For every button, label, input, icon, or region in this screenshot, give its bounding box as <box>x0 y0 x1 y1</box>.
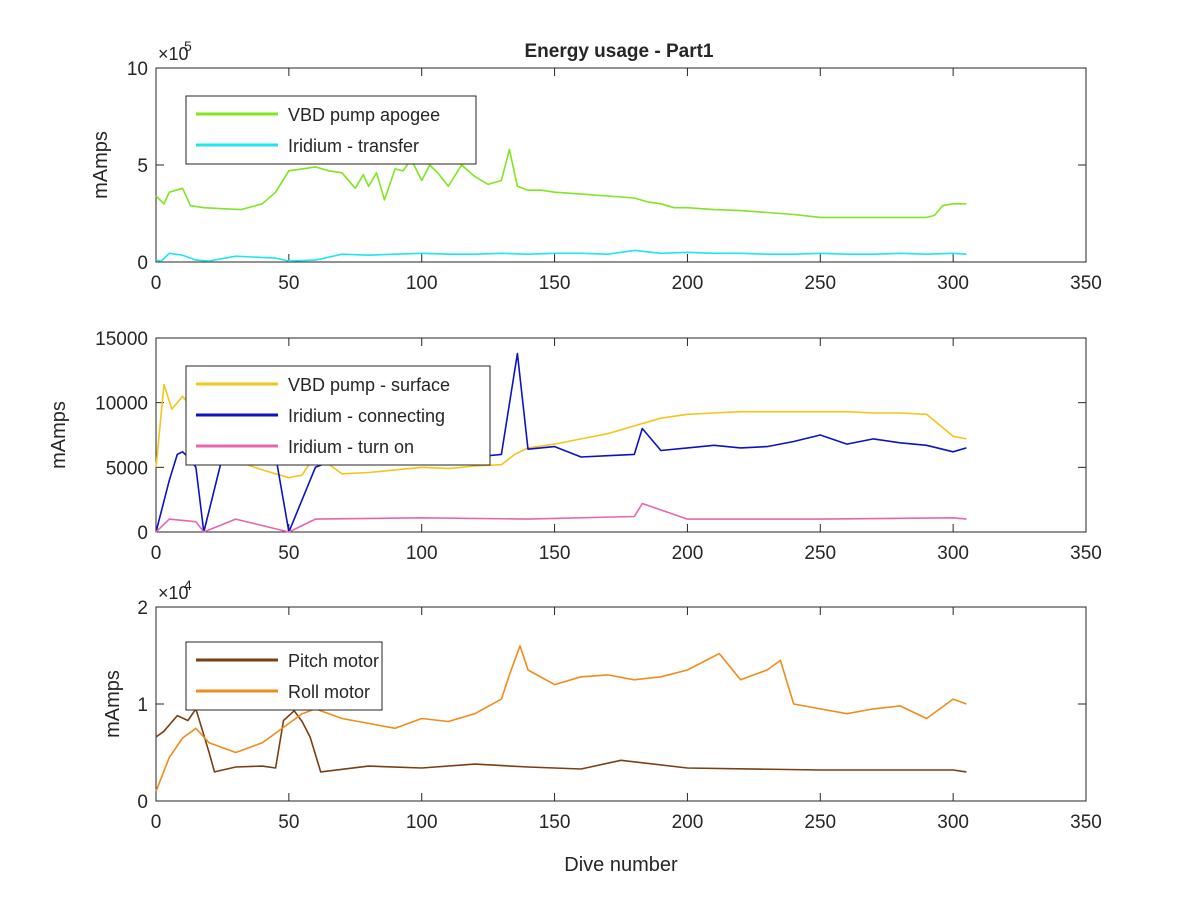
x-tick-label: 300 <box>937 543 969 564</box>
y-exponent-power: 5 <box>184 38 192 54</box>
series-line <box>155 249 967 262</box>
y-tick-label: 10 <box>127 59 148 80</box>
y-exponent-power: 4 <box>184 577 192 593</box>
x-tick-label: 350 <box>1070 543 1102 564</box>
y-tick-label: 10000 <box>95 394 148 415</box>
x-axis-label: Dive number <box>564 854 678 876</box>
x-tick-label: 250 <box>804 543 836 564</box>
y-exponent-label: ×10 <box>158 583 189 603</box>
x-tick-label: 250 <box>804 273 836 294</box>
x-tick-label: 200 <box>672 273 704 294</box>
x-tick-label: 350 <box>1070 273 1102 294</box>
legend-entry: Iridium - connecting <box>288 406 445 426</box>
y-axis-label: mAmps <box>102 670 124 738</box>
y-tick-label: 0 <box>137 253 148 274</box>
y-tick-label: 0 <box>137 792 148 813</box>
y-tick-label: 5 <box>137 156 148 177</box>
x-tick-label: 150 <box>539 273 571 294</box>
y-tick-label: 0 <box>137 523 148 544</box>
y-axis-label: mAmps <box>90 131 112 199</box>
x-tick-label: 200 <box>672 543 704 564</box>
legend-entry: VBD pump apogee <box>288 105 440 125</box>
figure-title: Energy usage - Part1 <box>524 41 713 62</box>
x-tick-label: 50 <box>278 812 299 833</box>
legend-entry: Iridium - turn on <box>288 437 414 457</box>
energy-panel-middle: 0 50 100 150 200 250 300 350 0 5000 10000 15000 mAmp… <box>48 329 1102 564</box>
x-tick-label: 0 <box>151 812 162 833</box>
x-tick-label: 50 <box>278 273 299 294</box>
x-tick-label: 300 <box>937 812 969 833</box>
x-tick-label: 100 <box>406 273 438 294</box>
x-tick-label: 0 <box>151 543 162 564</box>
x-tick-label: 50 <box>278 543 299 564</box>
legend-entry: Roll motor <box>288 682 370 702</box>
legend-box <box>185 95 477 165</box>
y-exponent-label: ×10 <box>158 44 189 64</box>
y-tick-label: 15000 <box>95 329 148 350</box>
legend-entry: VBD pump - surface <box>288 375 450 395</box>
series-line <box>155 148 967 219</box>
y-tick-label: 2 <box>137 598 148 619</box>
series-line <box>155 644 967 792</box>
x-tick-label: 100 <box>406 812 438 833</box>
x-tick-label: 100 <box>406 543 438 564</box>
x-tick-label: 200 <box>672 812 704 833</box>
x-tick-label: 300 <box>937 273 969 294</box>
legend-box <box>185 641 383 711</box>
y-tick-label: 5000 <box>106 458 148 479</box>
series-line <box>155 352 967 533</box>
x-tick-label: 0 <box>151 273 162 294</box>
x-tick-label: 150 <box>539 543 571 564</box>
series-line <box>155 502 967 533</box>
legend-entry: Iridium - transfer <box>288 136 419 156</box>
x-tick-label: 350 <box>1070 812 1102 833</box>
x-tick-label: 250 <box>804 812 836 833</box>
legend-entry: Pitch motor <box>288 651 379 671</box>
y-axis-label: mAmps <box>48 401 70 469</box>
y-tick-label: 1 <box>137 695 148 716</box>
x-tick-label: 150 <box>539 812 571 833</box>
energy-panel-bottom: 0 50 100 150 200 250 300 350 0 1 2 ×104 mAmps Pitch m… <box>102 577 1102 833</box>
